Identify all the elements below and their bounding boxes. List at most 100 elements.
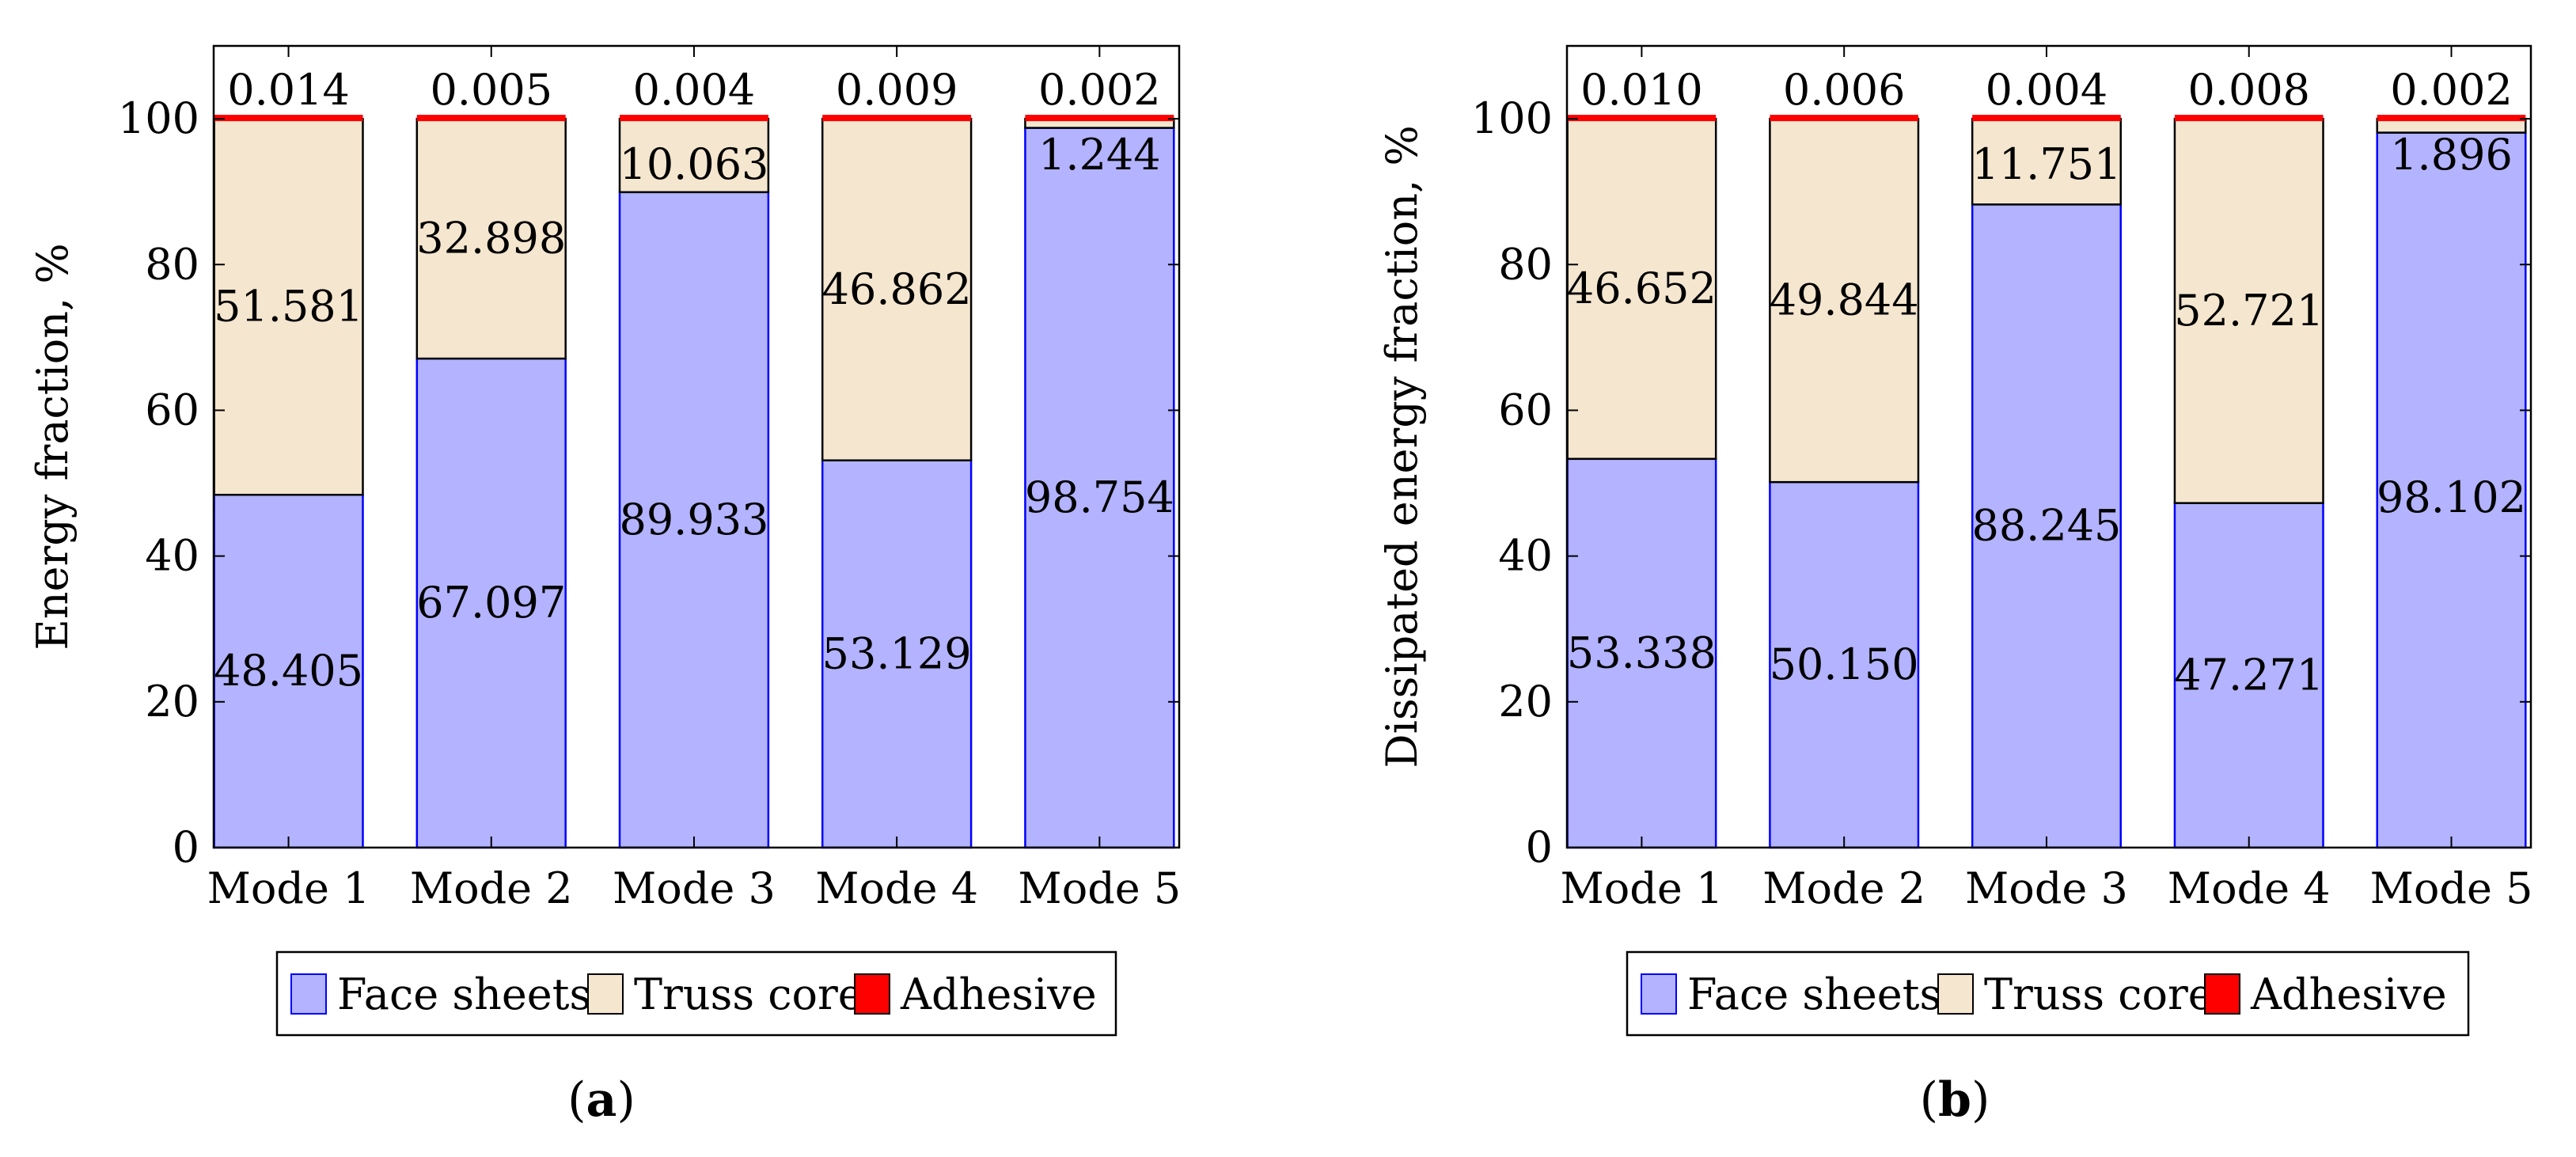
truss-core-value-label: 10.063	[619, 139, 768, 189]
truss-core-value-label: 46.652	[1567, 264, 1717, 313]
truss-core-value-label: 32.898	[416, 214, 566, 264]
face-sheets-value-label: 53.338	[1567, 628, 1717, 677]
adhesive-bar	[1025, 115, 1174, 122]
y-tick-label: 20	[145, 677, 199, 726]
plot-frame	[212, 44, 1181, 849]
caption-letter: b	[1938, 1072, 1971, 1128]
y-tick-label: 0	[173, 822, 199, 872]
category-label: Mode 2	[1762, 863, 1925, 913]
legend-label: Face sheets	[1687, 969, 1941, 1019]
category-label: Mode 1	[207, 863, 370, 913]
face-sheets-bar	[213, 493, 364, 849]
adhesive-value-label: 0.009	[836, 65, 958, 115]
adhesive-value-label: 0.008	[2187, 65, 2310, 115]
face-sheets-value-label: 88.245	[1971, 501, 2121, 551]
face-sheets-value-label: 89.933	[619, 495, 768, 544]
y-tick-label: 100	[1471, 93, 1553, 143]
adhesive-bar	[214, 115, 363, 122]
subfigure-caption: (b)	[1920, 1072, 1990, 1128]
bars: 48.405 51.581 0.014 67.097 32.898 0.005 89.933…	[213, 65, 1175, 849]
y-axis-title: Energy fraction, %	[28, 243, 78, 650]
chart-b: 53.338 46.652 0.010 50.150 49.844 0.006 88.245…	[1377, 44, 2533, 1128]
y-axis-title: Dissipated energy fraction, %	[1377, 125, 1427, 768]
truss-core-value-label: 1.244	[1038, 130, 1161, 180]
adhesive-value-label: 0.002	[2390, 65, 2513, 115]
caption-close-paren: )	[1971, 1072, 1990, 1128]
adhesive-bar	[1972, 115, 2121, 122]
truss-core-bar	[821, 117, 973, 461]
truss-core-bar	[213, 117, 364, 496]
face-sheets-bar	[1971, 203, 2122, 849]
face-sheets-bar	[1566, 457, 1717, 849]
adhesive-value-label: 0.006	[1783, 65, 1906, 115]
adhesive-value-label: 0.014	[227, 65, 350, 115]
legend-label: Face sheets	[337, 969, 591, 1019]
y-tick-label: 80	[145, 239, 199, 289]
y-tick-label: 0	[1526, 822, 1553, 872]
face-sheets-value-label: 98.754	[1025, 472, 1174, 522]
face-sheets-bar	[2376, 131, 2527, 849]
face-sheets-swatch	[1641, 973, 1677, 1015]
adhesive-bar	[2377, 115, 2526, 122]
adhesive-bar	[1567, 115, 1717, 122]
adhesive-bar	[2174, 115, 2324, 122]
legend: Face sheets Truss core Adhesive	[1626, 950, 2470, 1037]
bars: 53.338 46.652 0.010 50.150 49.844 0.006 88.245…	[1566, 65, 2527, 849]
adhesive-value-label: 0.004	[633, 65, 756, 115]
face-sheets-bar	[1769, 480, 1920, 849]
caption-letter: a	[586, 1072, 617, 1128]
face-sheets-value-label: 47.271	[2174, 650, 2324, 700]
truss-core-bar	[2173, 117, 2324, 504]
y-tick-label: 80	[1498, 239, 1553, 289]
truss-core-value-label: 51.581	[214, 282, 363, 332]
legend-label: Truss core	[634, 969, 863, 1019]
adhesive-bar	[416, 115, 566, 122]
truss-core-swatch	[587, 973, 624, 1015]
adhesive-bar	[1770, 115, 1918, 122]
truss-core-value-label: 52.721	[2174, 286, 2324, 336]
face-sheets-value-label: 98.102	[2377, 472, 2526, 522]
caption-close-paren: )	[616, 1072, 635, 1128]
face-sheets-swatch	[290, 973, 327, 1015]
truss-core-bar	[1971, 117, 2122, 206]
category-label: Mode 5	[2370, 863, 2533, 913]
category-label: Mode 5	[1018, 863, 1181, 913]
y-tick-label: 40	[145, 531, 199, 581]
adhesive-value-label: 0.010	[1580, 65, 1703, 115]
caption-open-paren: (	[567, 1072, 586, 1128]
truss-core-bar	[618, 117, 770, 194]
legend-label: Truss core	[1984, 969, 2214, 1019]
adhesive-bar	[822, 115, 972, 122]
legend-label: Adhesive	[900, 969, 1097, 1019]
adhesive-value-label: 0.002	[1038, 65, 1161, 115]
face-sheets-bar	[618, 191, 770, 849]
truss-core-bar	[415, 117, 567, 360]
face-sheets-value-label: 53.129	[822, 628, 972, 678]
truss-core-value-label: 1.896	[2390, 130, 2513, 180]
subfigure-caption: (a)	[567, 1072, 635, 1128]
y-tick-label: 60	[145, 385, 199, 434]
truss-core-bar	[1769, 117, 1920, 484]
category-label: Mode 4	[2168, 863, 2331, 913]
legend-label: Adhesive	[2250, 969, 2447, 1019]
category-label: Mode 3	[613, 863, 776, 913]
category-label: Mode 1	[1560, 863, 1723, 913]
category-label: Mode 4	[815, 863, 978, 913]
face-sheets-value-label: 50.150	[1770, 639, 1919, 689]
plot-frame	[1565, 44, 2532, 849]
y-tick-label: 40	[1498, 531, 1553, 581]
caption-open-paren: (	[1920, 1072, 1938, 1128]
face-sheets-value-label: 67.097	[416, 578, 566, 628]
truss-core-bar	[1566, 117, 1717, 461]
chart-a: 48.405 51.581 0.014 67.097 32.898 0.005 89.933…	[28, 44, 1181, 1128]
truss-core-value-label: 46.862	[822, 264, 972, 314]
y-tick-label: 60	[1498, 385, 1553, 434]
category-label: Mode 3	[1965, 863, 2128, 913]
adhesive-value-label: 0.005	[430, 65, 552, 115]
face-sheets-value-label: 48.405	[214, 646, 363, 696]
adhesive-swatch	[2204, 973, 2240, 1015]
truss-core-value-label: 49.844	[1770, 275, 1919, 325]
category-label: Mode 2	[410, 863, 573, 913]
y-tick-label: 100	[118, 93, 199, 143]
